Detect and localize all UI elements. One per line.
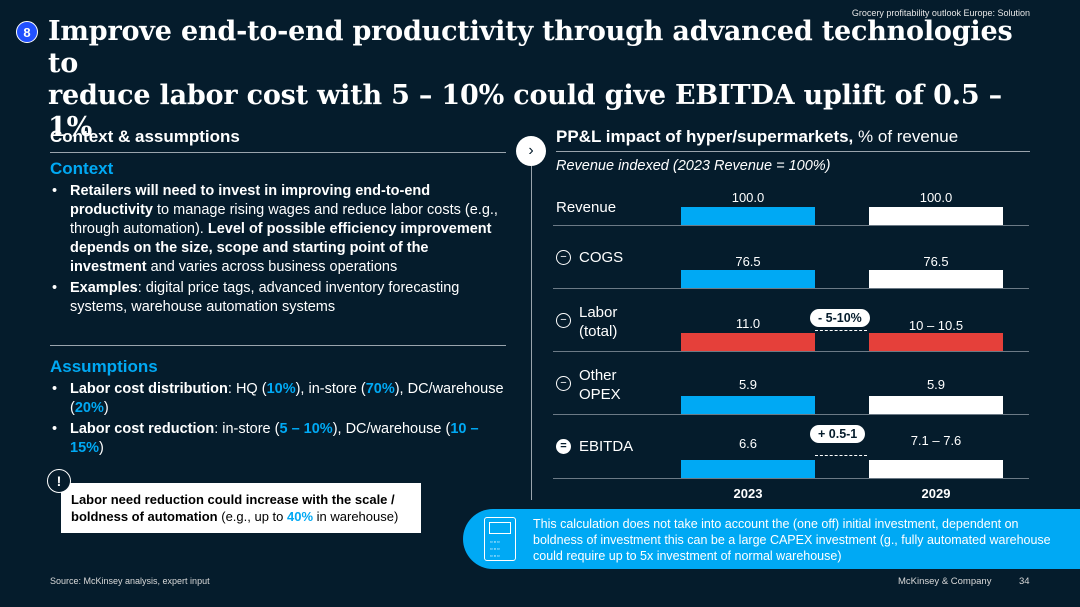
bar-value-label: 7.1 – 7.6 (910, 433, 962, 448)
row-label-revenue: Revenue (556, 199, 617, 216)
annotation-connector (815, 330, 867, 331)
chart-title-rule (556, 151, 1030, 152)
company-name: McKinsey & Company (898, 576, 992, 587)
row-label-cogs: COGS (579, 249, 624, 266)
bar-2023-labor (681, 333, 815, 351)
ebitda-uplift-bubble: + 0.5-1 (810, 425, 866, 443)
labor-reduction-bubble: - 5-10% (810, 309, 870, 327)
assumptions-list: Labor cost distribution: HQ (10%), in-st… (50, 380, 506, 460)
bar-2023-revenue (681, 207, 815, 225)
bar-2029-ebitda (869, 460, 1003, 478)
calculator-icon (484, 517, 516, 561)
context-list: Retailers will need to invest in improvi… (50, 182, 506, 319)
row-label-other-opex: Other OPEX (579, 367, 621, 403)
row-label-labor: Labor (total) (579, 304, 618, 340)
assumptions-heading: Assumptions (50, 357, 158, 376)
page-title: Improve end-to-end productivity through … (48, 16, 1048, 144)
alert-icon: ! (47, 469, 71, 493)
row-label-ebitda: EBITDA (579, 438, 634, 455)
calculator-screen (489, 522, 511, 534)
list-item: Retailers will need to invest in improvi… (50, 182, 506, 277)
chevron-right-icon: › (516, 136, 546, 166)
callout-text: This calculation does not take into acco… (533, 517, 1051, 563)
context-assumptions-title: Context & assumptions (50, 127, 240, 146)
minus-icon: − (556, 250, 571, 265)
section-divider (50, 152, 506, 153)
bar-2023-ebitda (681, 460, 815, 478)
document-label: Grocery profitability outlook Europe: So… (851, 8, 1030, 18)
list-item: Labor cost distribution: HQ (10%), in-st… (50, 380, 506, 418)
bar-2029-revenue (869, 207, 1003, 225)
x-tick-label: 2023 (733, 486, 763, 501)
row-divider (553, 225, 1029, 226)
chart-title: PP&L impact of hyper/supermarkets, % of … (556, 127, 959, 146)
bar-value-label: 11.0 (735, 316, 761, 331)
calculator-keys: ▫▫▫ ▫▫▫ ▫▫▫ (490, 539, 501, 560)
note-box: Labor need reduction could increase with… (61, 483, 421, 533)
context-divider (50, 345, 506, 346)
bar-value-label: 76.5 (735, 254, 761, 269)
list-item: Labor cost reduction: in-store (5 – 10%)… (50, 420, 506, 458)
page-number: 34 (1019, 576, 1030, 587)
title-line-2: reduce labor cost with 5 – 10% could giv… (48, 80, 1002, 143)
chart-subtitle: Revenue indexed (2023 Revenue = 100%) (556, 158, 831, 174)
minus-icon: − (556, 313, 571, 328)
bar-value-label: 6.6 (738, 436, 758, 451)
bar-value-label: 100.0 (731, 190, 765, 205)
equals-icon: = (556, 439, 571, 454)
slide-number-badge: 8 (16, 21, 38, 43)
column-divider (531, 166, 532, 500)
list-item: Examples: digital price tags, advanced i… (50, 279, 506, 317)
bar-value-label: 76.5 (923, 254, 949, 269)
bar-value-label: 5.9 (738, 377, 758, 392)
bar-value-label: 10 – 10.5 (908, 318, 964, 333)
minus-icon: − (556, 376, 571, 391)
bar-2029-cogs (869, 270, 1003, 288)
row-divider (553, 414, 1029, 415)
row-divider (553, 288, 1029, 289)
investment-callout (463, 509, 1080, 569)
bar-2029-labor (869, 333, 1003, 351)
bar-2023-cogs (681, 270, 815, 288)
row-divider (553, 351, 1029, 352)
annotation-connector (815, 455, 867, 456)
source-note: Source: McKinsey analysis, expert input (50, 576, 210, 586)
bar-2029-other-opex (869, 396, 1003, 414)
row-divider (553, 478, 1029, 479)
bar-value-label: 5.9 (926, 377, 946, 392)
bar-2023-other-opex (681, 396, 815, 414)
context-heading: Context (50, 159, 114, 178)
bar-value-label: 100.0 (919, 190, 953, 205)
title-line-1: Improve end-to-end productivity through … (48, 16, 1013, 79)
x-tick-label: 2029 (921, 486, 951, 501)
